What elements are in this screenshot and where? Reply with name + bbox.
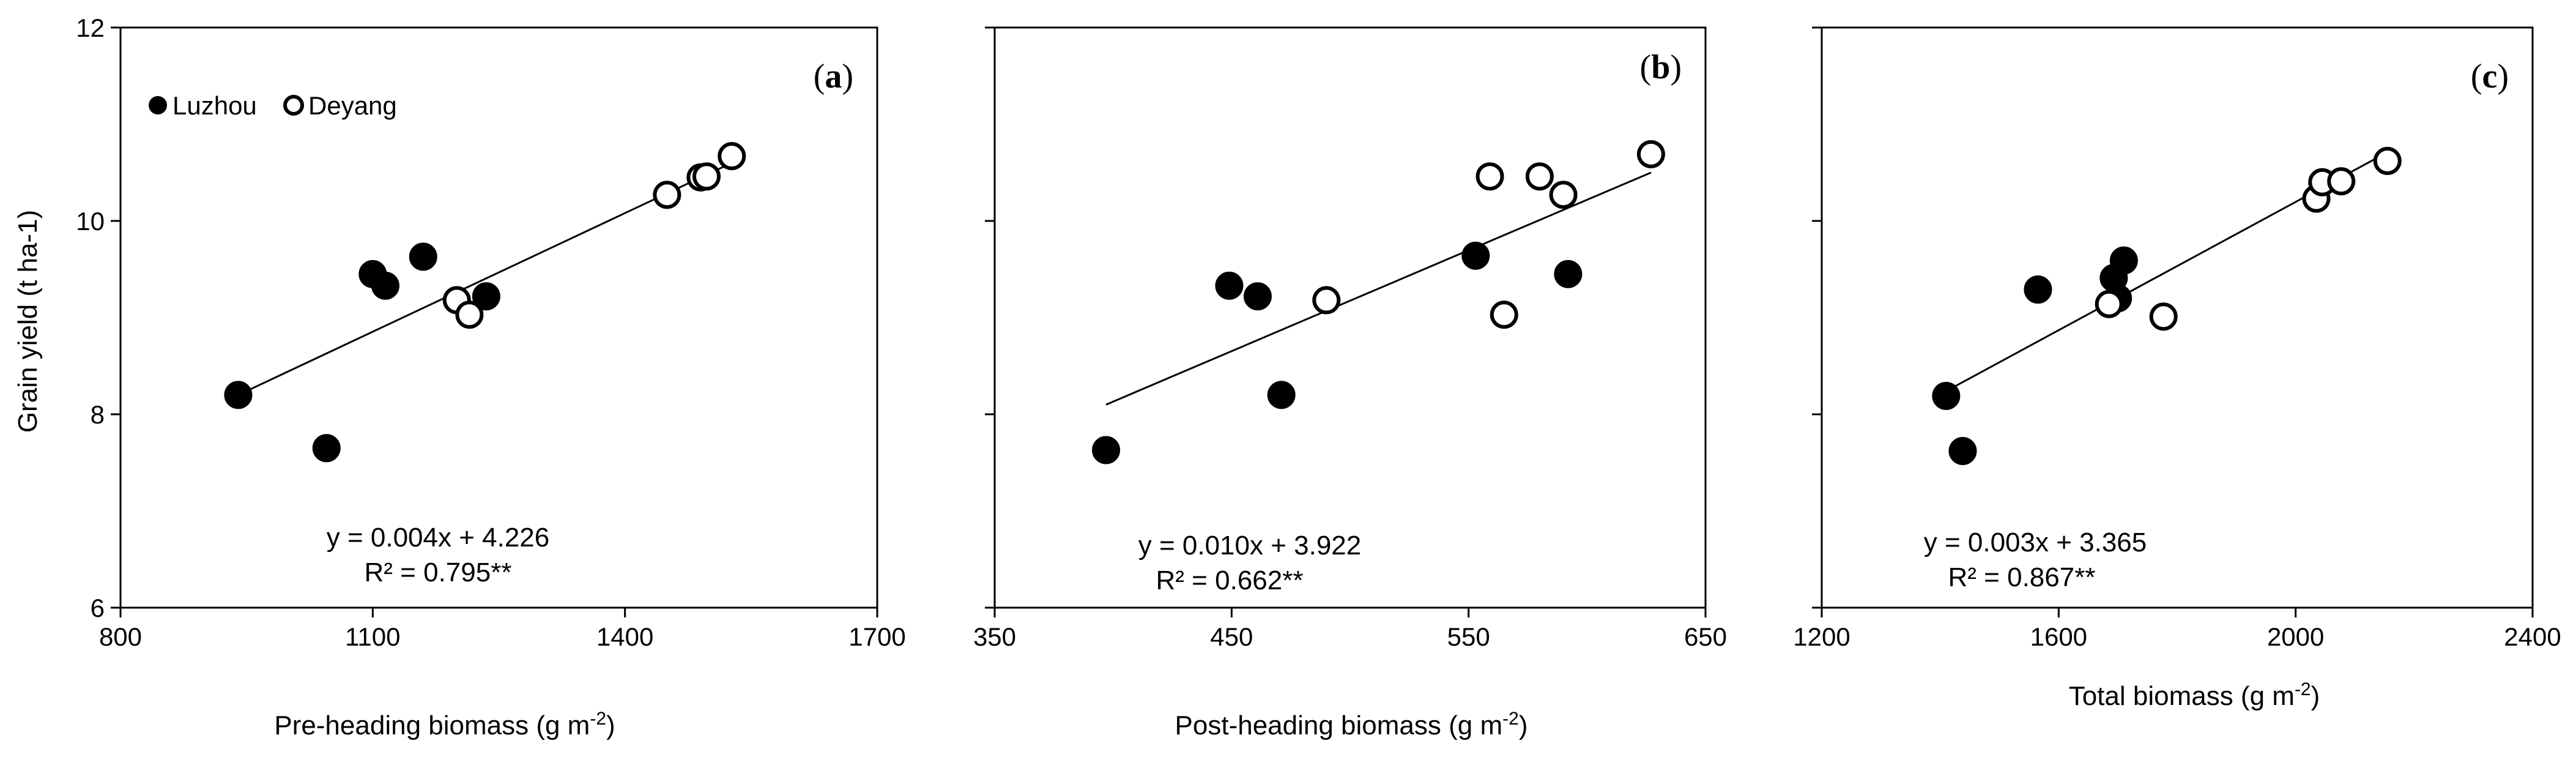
panel-c-x-tick-label: 2400 xyxy=(2504,622,2561,651)
panel-b-x-tick-label: 650 xyxy=(1684,622,1727,651)
panel-a-x-axis-title: Pre-heading biomass (g m-2) xyxy=(274,709,615,740)
panel-b-x-tick-label: 550 xyxy=(1447,622,1490,651)
panel-b-point-luzhou xyxy=(1092,436,1121,464)
legend-marker-deyang xyxy=(283,95,304,116)
panel-a-x-tick-label: 1700 xyxy=(848,622,905,651)
panel-c-point-luzhou xyxy=(2109,246,2138,275)
panel-b-r2: R² = 0.662** xyxy=(1156,565,1304,595)
panel-c-point-deyang xyxy=(2095,289,2123,318)
panel-c-point-luzhou xyxy=(1948,437,1977,466)
panel-b-label: (b) xyxy=(1640,48,1682,86)
panel-c-point-deyang xyxy=(2327,167,2356,196)
panel-a-x-tick-label: 800 xyxy=(99,622,142,651)
panel-c-point-deyang xyxy=(2149,302,2178,331)
panel-c-point-deyang xyxy=(2373,147,2402,176)
panel-c-x-axis-title: Total biomass (g m-2) xyxy=(2069,679,2320,711)
panel-c-r2: R² = 0.867** xyxy=(1948,562,2096,592)
panel-a-point-deyang xyxy=(455,300,484,329)
panel-c-x-tick-label: 1200 xyxy=(1793,622,1850,651)
panel-b-point-luzhou xyxy=(1267,381,1296,409)
panel-b-frame xyxy=(993,26,1707,609)
panel-a-regression-line xyxy=(237,162,732,396)
panel-b-point-deyang xyxy=(1490,300,1518,329)
panel-a-point-luzhou xyxy=(472,282,500,311)
panel-a-label: (a) xyxy=(814,58,853,95)
panel-a-frame xyxy=(119,26,878,609)
panel-a-point-deyang xyxy=(653,181,681,209)
panel-b-point-luzhou xyxy=(1215,271,1244,300)
panel-c-equation: y = 0.003x + 3.365 xyxy=(1924,528,2147,557)
panel-a-point-deyang xyxy=(718,142,746,171)
panel-b-x-tick-label: 450 xyxy=(1210,622,1253,651)
panel-b-equation: y = 0.010x + 3.922 xyxy=(1138,531,1362,561)
panel-c-point-luzhou xyxy=(1932,381,1961,410)
panel-a-y-tick-label: 12 xyxy=(76,13,105,42)
panel-a-y-tick-label: 8 xyxy=(91,400,105,429)
panel-a-x-tick-label: 1100 xyxy=(345,622,400,651)
panel-b-point-deyang xyxy=(1549,181,1578,209)
y-axis-title: Grain yield (t ha-1) xyxy=(13,210,43,433)
panel-b-point-deyang xyxy=(1636,140,1665,168)
panel-b-point-deyang xyxy=(1475,162,1504,191)
panel-b-point-deyang xyxy=(1525,162,1554,191)
legend-label-luzhou: Luzhou xyxy=(173,91,257,120)
panel-a-point-luzhou xyxy=(224,381,253,409)
panel-b-point-deyang xyxy=(1312,286,1341,315)
panel-a-point-luzhou xyxy=(371,271,399,300)
panel-a-y-tick-label: 10 xyxy=(76,207,105,236)
panel-b-point-luzhou xyxy=(1554,259,1583,288)
panel-c-frame xyxy=(1821,26,2534,609)
panel-a-x-tick-label: 1400 xyxy=(596,622,653,651)
panel-c-label: (c) xyxy=(2471,58,2509,95)
panel-a-point-luzhou xyxy=(312,434,341,463)
panel-a-equation: y = 0.004x + 4.226 xyxy=(327,523,550,553)
panel-a-r2: R² = 0.795** xyxy=(365,557,512,587)
legend-label-deyang: Deyang xyxy=(308,91,397,120)
panel-b-point-luzhou xyxy=(1461,241,1490,270)
panel-a-y-tick-label: 6 xyxy=(91,594,105,622)
panel-b-x-axis-title: Post-heading biomass (g m-2) xyxy=(1175,709,1528,740)
panel-b-regression-line xyxy=(1105,171,1652,406)
panel-c-x-tick-label: 1600 xyxy=(2030,622,2087,651)
panel-a-point-deyang xyxy=(692,162,721,191)
panel-b-point-luzhou xyxy=(1243,282,1272,311)
legend-marker-luzhou xyxy=(149,96,167,114)
panel-b-x-tick-label: 350 xyxy=(973,622,1016,651)
panel-a-point-luzhou xyxy=(409,242,437,271)
panel-c-point-luzhou xyxy=(2024,275,2052,304)
legend: Luzhou Deyang xyxy=(149,91,397,120)
panel-c-x-tick-label: 2000 xyxy=(2267,622,2324,651)
